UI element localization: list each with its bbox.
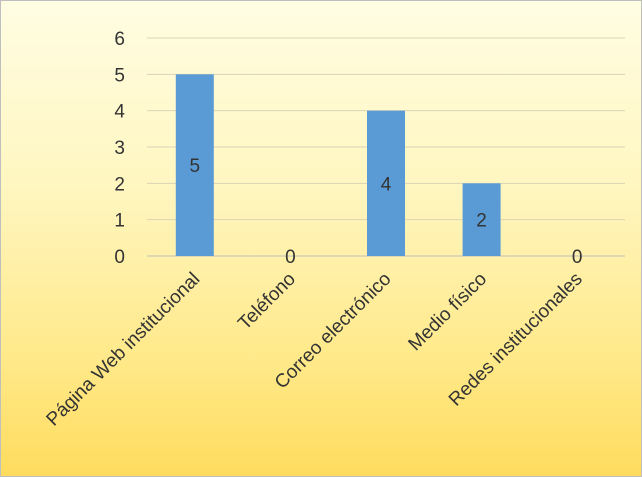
y-tick-label: 6 [114,29,125,50]
data-label-0: 5 [190,156,201,177]
data-label-1: 0 [285,247,296,268]
bar-0 [175,74,214,256]
category-label-1: Teléfono [234,269,300,335]
data-label-3: 2 [476,211,487,232]
y-tick-label: 2 [114,174,125,195]
bar-3 [462,183,501,256]
bars [175,74,501,257]
bar-2 [367,110,405,257]
data-labels: 5 0 4 2 0 [190,156,583,268]
y-tick-label: 0 [114,247,125,268]
y-tick-label: 1 [114,211,125,232]
category-label-3: Medio físico [405,269,492,356]
y-tick-label: 5 [114,65,125,86]
category-label-0: Página Web institucional [43,269,205,431]
y-tick-label: 3 [114,138,125,159]
y-tick-label: 4 [114,102,125,123]
data-label-2: 4 [381,174,392,195]
data-label-4: 0 [572,247,583,268]
y-axis-ticks: 0 1 2 3 4 5 6 [114,29,125,268]
